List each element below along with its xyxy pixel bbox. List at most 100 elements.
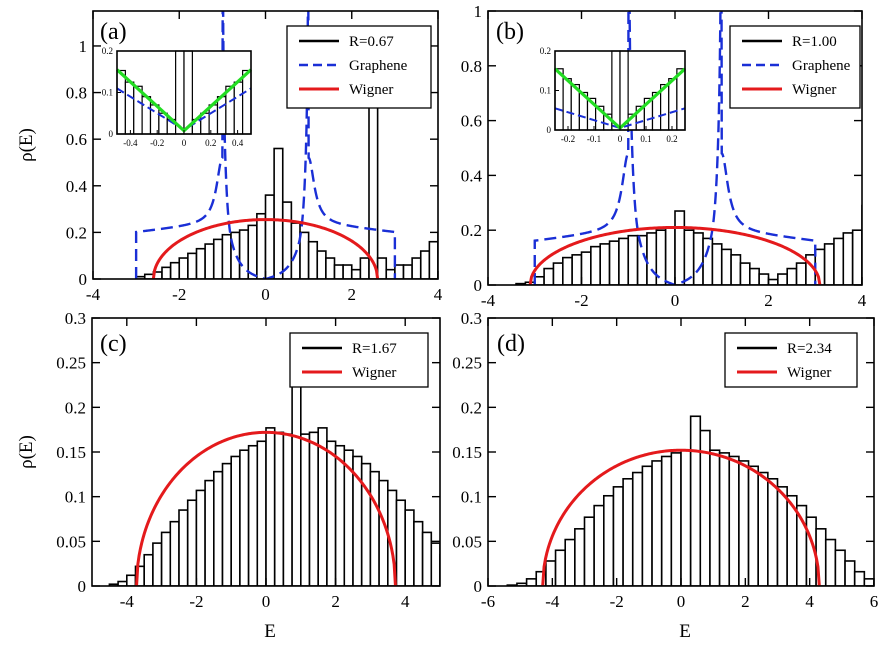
histogram-bar	[728, 455, 740, 586]
x-tick-label: 2	[348, 285, 357, 304]
y-tick-label: 0	[474, 577, 483, 596]
histogram-bar	[264, 194, 275, 279]
histogram-bar	[457, 575, 466, 586]
histogram-bar	[525, 578, 538, 586]
inset-y-tick-label: 0.2	[540, 46, 551, 56]
y-tick-label: 0.2	[461, 221, 482, 240]
histogram-bar	[195, 489, 206, 586]
wigner-curve	[541, 448, 821, 586]
histogram-bar	[738, 460, 750, 586]
y-tick-label: 0.15	[56, 443, 86, 462]
histogram-bar	[561, 256, 573, 285]
histogram-bar	[178, 509, 189, 586]
histogram-bar	[169, 520, 180, 586]
histogram-bar	[747, 465, 759, 586]
histogram-bar	[178, 257, 189, 279]
histogram-bar	[449, 566, 458, 586]
legend-entry: Wigner	[787, 365, 831, 381]
histogram-bar	[419, 250, 431, 279]
panel-d: -6 -4 -2 0 2 4 6 0 0.05 0.1 0.15 0.2 0.25 0.3 (d) E R=2.…	[452, 309, 878, 642]
histogram-bar	[516, 235, 525, 279]
x-tick-label: -2	[189, 592, 203, 611]
y-tick-label: 0.2	[66, 223, 87, 242]
x-axis-title: E	[679, 621, 691, 642]
legend: R=0.67 Graphene Wigner	[286, 25, 432, 109]
panel-c: -4 -2 0 2 4 0 0.05 0.1 0.15 0.2 0.25 0.3 (c) ρ(E) E R=1…	[16, 309, 466, 642]
x-tick-label: 2	[741, 592, 750, 611]
histogram-bar	[333, 264, 344, 279]
histogram-bar	[833, 237, 845, 285]
histogram-bar	[376, 257, 388, 279]
y-tick-label: 0.8	[66, 84, 87, 103]
histogram-bar	[187, 252, 198, 279]
legend-entry: Wigner	[352, 365, 396, 381]
y-tick-label: 1	[474, 2, 483, 21]
histogram-bar	[411, 257, 422, 279]
histogram-bar	[359, 257, 370, 279]
histogram-bar	[823, 243, 835, 285]
panel-label: (b)	[496, 19, 524, 45]
histogram-bar	[720, 248, 732, 285]
histogram-bar	[543, 267, 555, 285]
inset-y-tick-label: 0.1	[540, 86, 551, 96]
histogram-bar	[580, 251, 592, 285]
y-tick-label: 0.6	[66, 130, 87, 149]
histogram-bar	[608, 240, 620, 285]
inset-x-tick-label: 0.1	[640, 134, 651, 144]
x-tick-label: -2	[172, 285, 186, 304]
inset-x-tick-label: -0.2	[561, 134, 575, 144]
inset-y-tick-label: 0.1	[102, 88, 113, 98]
histogram-bar	[599, 243, 611, 285]
histogram-bar	[739, 262, 751, 285]
x-tick-label: -4	[481, 291, 496, 310]
inset-b: -0.2 -0.1 0 0.1 0.2 0 0.1 0.2	[540, 46, 687, 144]
legend-entry: R=1.67	[352, 341, 397, 357]
inset-a: -0.4 -0.2 0 0.2 0.4 0 0.1 0.2	[102, 46, 253, 148]
histogram-bar	[689, 415, 702, 586]
histogram-bar	[674, 210, 686, 285]
inset-bar	[611, 50, 621, 131]
panel-label: (c)	[100, 331, 127, 357]
inset-bar	[175, 50, 185, 135]
histogram-bar	[767, 278, 779, 285]
histogram-bar	[395, 499, 406, 586]
histogram-bar	[861, 204, 862, 285]
histogram-bar	[239, 449, 250, 586]
inset-bar	[216, 96, 227, 135]
histogram-bar	[786, 267, 798, 285]
histogram-bar	[350, 268, 362, 279]
histogram-c	[108, 345, 466, 586]
histogram-bar	[571, 254, 583, 285]
histogram-bar	[152, 542, 163, 586]
histogram-bar	[265, 427, 276, 586]
histogram-bar	[533, 275, 545, 285]
inset-bar	[233, 81, 244, 135]
histogram-bar	[554, 549, 566, 586]
y-tick-label: 0.4	[66, 177, 88, 196]
legend-entry: Wigner	[792, 82, 836, 98]
y-tick-label: 0	[474, 276, 483, 295]
histogram-bar	[247, 444, 259, 586]
legend-entry: R=2.34	[787, 341, 832, 357]
histogram-bar	[282, 433, 293, 586]
inset-bar	[554, 68, 564, 131]
histogram-bar	[730, 254, 742, 285]
histogram-bar	[863, 578, 874, 586]
histogram-bar	[757, 471, 769, 586]
histogram-bar	[646, 232, 658, 285]
histogram-bar	[618, 237, 630, 285]
histogram-bar	[385, 268, 396, 279]
x-tick-label: 2	[331, 592, 340, 611]
histogram-b	[515, 204, 862, 285]
legend: R=2.34 Wigner	[724, 332, 858, 388]
y-axis-title: ρ(E)	[16, 435, 37, 469]
histogram-bar	[447, 223, 456, 279]
y-tick-label: 0.25	[56, 354, 86, 373]
histogram-bar	[317, 427, 328, 586]
histogram-bar	[299, 433, 311, 586]
wigner-curve	[135, 430, 397, 586]
histogram-bar	[308, 431, 319, 586]
x-tick-label: -2	[610, 592, 624, 611]
x-tick-label: -4	[120, 592, 135, 611]
x-tick-label: 4	[434, 285, 443, 304]
